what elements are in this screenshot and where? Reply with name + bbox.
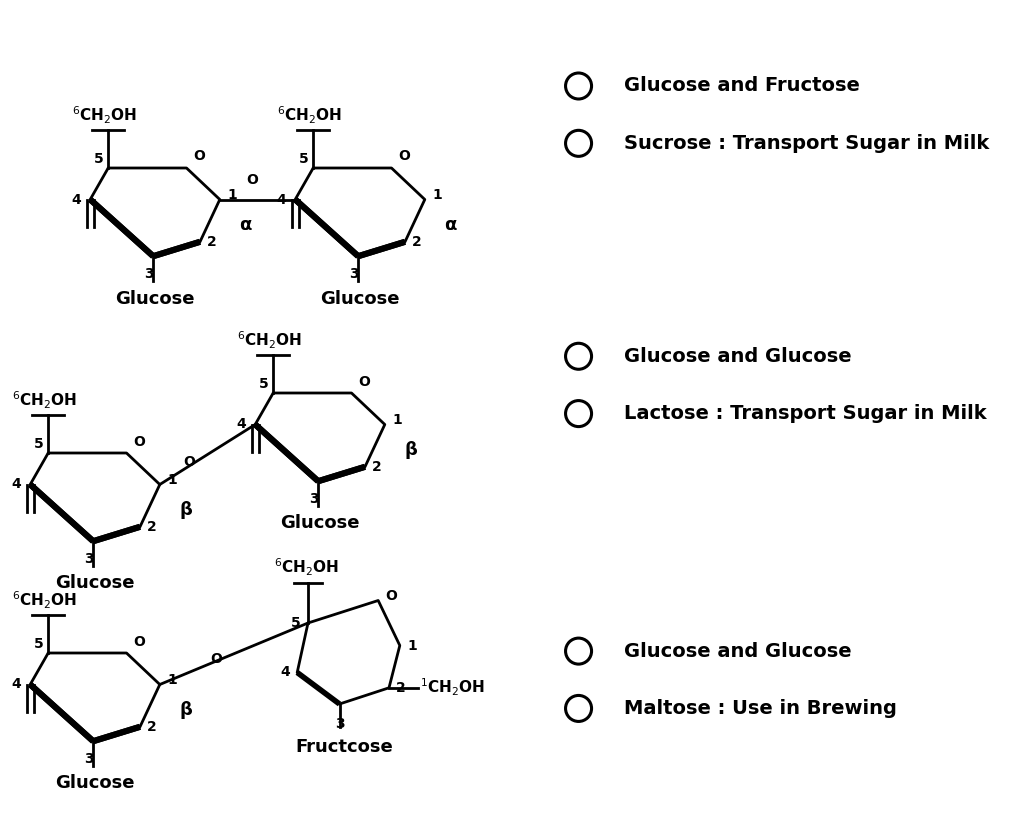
Text: 3: 3 xyxy=(309,492,318,506)
Text: β: β xyxy=(404,441,418,459)
Text: Glucose and Fructose: Glucose and Fructose xyxy=(625,76,860,96)
Text: 5: 5 xyxy=(259,378,268,391)
Text: 1: 1 xyxy=(167,673,177,687)
Text: 4: 4 xyxy=(281,666,290,680)
Text: 5: 5 xyxy=(299,152,308,166)
Text: O: O xyxy=(358,374,371,388)
Text: $^6$CH$_2$OH: $^6$CH$_2$OH xyxy=(237,329,302,351)
Text: Fructcose: Fructcose xyxy=(295,738,393,756)
Text: Lactose : Transport Sugar in Milk: Lactose : Transport Sugar in Milk xyxy=(625,404,987,423)
Text: O: O xyxy=(183,455,196,469)
Text: O: O xyxy=(385,589,397,603)
Text: Glucose: Glucose xyxy=(281,514,359,532)
Text: β: β xyxy=(179,500,193,518)
Text: $^6$CH$_2$OH: $^6$CH$_2$OH xyxy=(12,389,77,410)
Text: 3: 3 xyxy=(144,267,154,281)
Text: 1: 1 xyxy=(432,188,441,202)
Text: β: β xyxy=(179,701,193,719)
Text: 1: 1 xyxy=(227,188,237,202)
Text: Glucose: Glucose xyxy=(55,574,135,592)
Text: α: α xyxy=(444,215,457,233)
Text: 3: 3 xyxy=(84,752,93,766)
Text: 3: 3 xyxy=(349,267,358,281)
Text: 2: 2 xyxy=(207,235,217,249)
Text: 2: 2 xyxy=(372,459,382,474)
Text: Glucose and Glucose: Glucose and Glucose xyxy=(625,641,852,661)
Text: 5: 5 xyxy=(291,616,301,630)
Text: 3: 3 xyxy=(335,717,344,731)
Text: $^1$CH$_2$OH: $^1$CH$_2$OH xyxy=(421,677,485,699)
Text: 4: 4 xyxy=(11,477,22,491)
Text: 4: 4 xyxy=(237,418,246,432)
Text: Maltose : Use in Brewing: Maltose : Use in Brewing xyxy=(625,699,897,718)
Text: 1: 1 xyxy=(392,413,401,427)
Text: O: O xyxy=(398,150,411,164)
Text: 1: 1 xyxy=(167,473,177,487)
Text: O: O xyxy=(134,435,145,449)
Text: Glucose: Glucose xyxy=(321,289,399,307)
Text: 1: 1 xyxy=(407,639,417,653)
Text: 5: 5 xyxy=(34,637,44,651)
Text: 3: 3 xyxy=(84,552,93,566)
Text: 2: 2 xyxy=(147,720,157,734)
Text: O: O xyxy=(194,150,206,164)
Text: 2: 2 xyxy=(396,681,406,695)
Text: $^6$CH$_2$OH: $^6$CH$_2$OH xyxy=(273,557,339,578)
Text: O: O xyxy=(247,174,258,188)
Text: 4: 4 xyxy=(72,192,81,206)
Text: $^6$CH$_2$OH: $^6$CH$_2$OH xyxy=(12,590,77,611)
Text: 2: 2 xyxy=(413,235,422,249)
Text: Glucose and Glucose: Glucose and Glucose xyxy=(625,346,852,366)
Text: Glucose: Glucose xyxy=(55,775,135,793)
Text: 5: 5 xyxy=(94,152,103,166)
Text: 4: 4 xyxy=(11,677,22,691)
Text: Glucose: Glucose xyxy=(116,289,195,307)
Text: α: α xyxy=(240,215,252,233)
Text: O: O xyxy=(134,635,145,649)
Text: 2: 2 xyxy=(147,520,157,534)
Text: Sucrose : Transport Sugar in Milk: Sucrose : Transport Sugar in Milk xyxy=(625,133,989,153)
Text: $^6$CH$_2$OH: $^6$CH$_2$OH xyxy=(72,104,137,125)
Text: O: O xyxy=(210,652,222,666)
Text: 4: 4 xyxy=(276,192,286,206)
Text: $^6$CH$_2$OH: $^6$CH$_2$OH xyxy=(278,104,342,125)
Text: 5: 5 xyxy=(34,437,44,451)
